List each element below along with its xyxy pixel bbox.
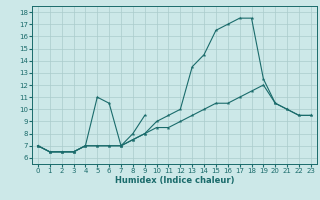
X-axis label: Humidex (Indice chaleur): Humidex (Indice chaleur) (115, 176, 234, 185)
